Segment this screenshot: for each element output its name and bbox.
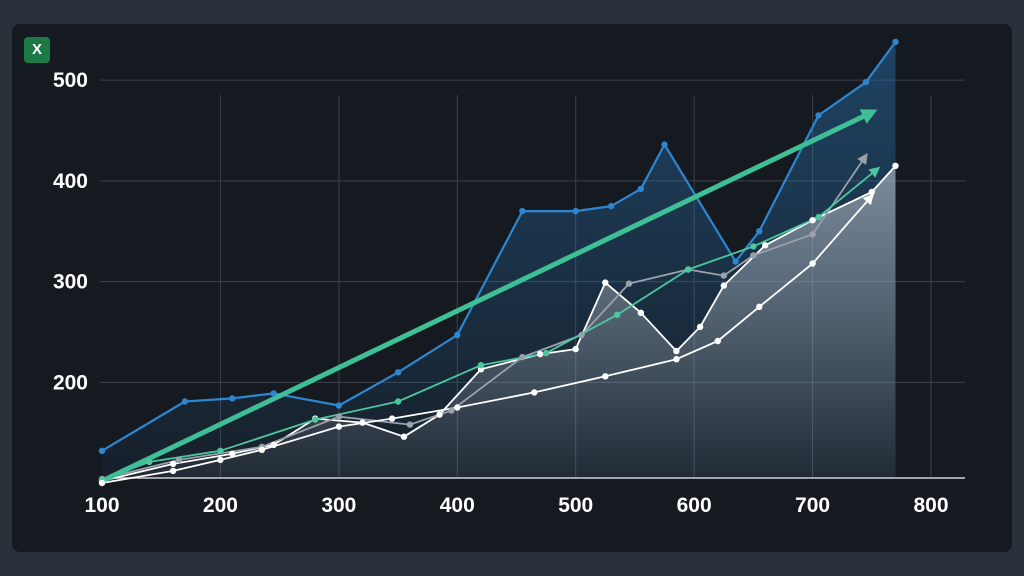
x-tick-label: 200 [203,494,238,517]
data-point [229,395,236,402]
data-point [394,398,402,405]
data-point [661,141,668,148]
data-point [217,456,224,464]
data-point [394,369,402,376]
data-point [175,456,183,464]
data-point [625,280,633,287]
data-point [868,188,875,196]
data-point [335,402,343,409]
data-point [750,252,757,259]
excel-icon: X [24,37,50,63]
data-point [454,331,461,339]
data-point [169,467,177,475]
data-point [400,433,408,440]
data-point [762,242,769,249]
data-point [258,446,266,453]
trend-arrow-line [99,109,878,484]
data-point [436,411,443,418]
area-fills [102,41,896,482]
y-tick-label: 500 [53,69,88,92]
x-tick-label: 100 [84,494,119,517]
data-point [406,421,414,428]
data-point [892,38,899,46]
series-line [101,166,881,481]
data-point [673,347,680,355]
x-tick-label: 500 [558,494,593,517]
data-point [448,407,455,414]
data-point [732,258,739,265]
data-point [270,441,277,448]
data-point [217,447,224,454]
data-point [637,309,645,316]
data-point [388,415,396,422]
data-point [750,243,757,250]
data-point [335,413,343,420]
data-point [696,323,704,331]
data-point [146,458,153,466]
data-point [756,228,763,235]
x-tick-label: 600 [677,494,712,517]
data-point [614,311,621,318]
y-axis-ticks: 200 300 400 500 [53,69,88,394]
trend-arrow [99,109,878,484]
data-point [608,202,615,210]
data-point [229,450,236,457]
data-point [809,231,816,238]
data-point [809,260,816,267]
data-point [572,207,579,215]
data-point [519,207,526,215]
data-point [720,272,727,279]
data-point [169,460,177,468]
data-point [815,112,822,119]
data-point [335,423,343,430]
data-point [519,353,526,361]
data-point [359,419,366,426]
x-tick-label: 800 [913,494,948,517]
x-tick-label: 300 [321,494,356,517]
data-point [537,350,544,358]
x-tick-label: 400 [440,494,475,517]
data-point [98,447,106,454]
data-point [572,345,579,353]
data-point [181,398,189,405]
data-point [720,282,727,289]
x-tick-label: 700 [795,494,830,517]
data-point [542,349,550,357]
data-point [685,266,692,273]
series-line [101,153,868,480]
data-point [815,213,822,221]
data-point [531,389,538,396]
data-point [602,279,609,286]
series-line [101,165,897,482]
data-point [673,356,680,363]
data-point [714,337,721,345]
data-point [98,479,106,487]
data-point [637,185,645,193]
x-axis-ticks: 100 200 300 400 500 600 700 800 [84,494,948,517]
data-point [809,217,816,224]
series-area [102,165,896,482]
data-point [578,331,585,339]
data-point [892,162,899,169]
data-point [602,373,609,380]
series-lines [101,41,897,484]
y-tick-label: 200 [53,371,88,394]
y-tick-label: 400 [53,170,88,193]
data-point [862,79,870,86]
data-points [98,38,899,487]
series-line [101,193,874,484]
data-point [477,362,485,369]
data-point [312,416,319,423]
y-tick-label: 300 [53,271,88,294]
data-point [756,303,763,310]
data-point [270,390,277,397]
data-point [454,404,461,411]
